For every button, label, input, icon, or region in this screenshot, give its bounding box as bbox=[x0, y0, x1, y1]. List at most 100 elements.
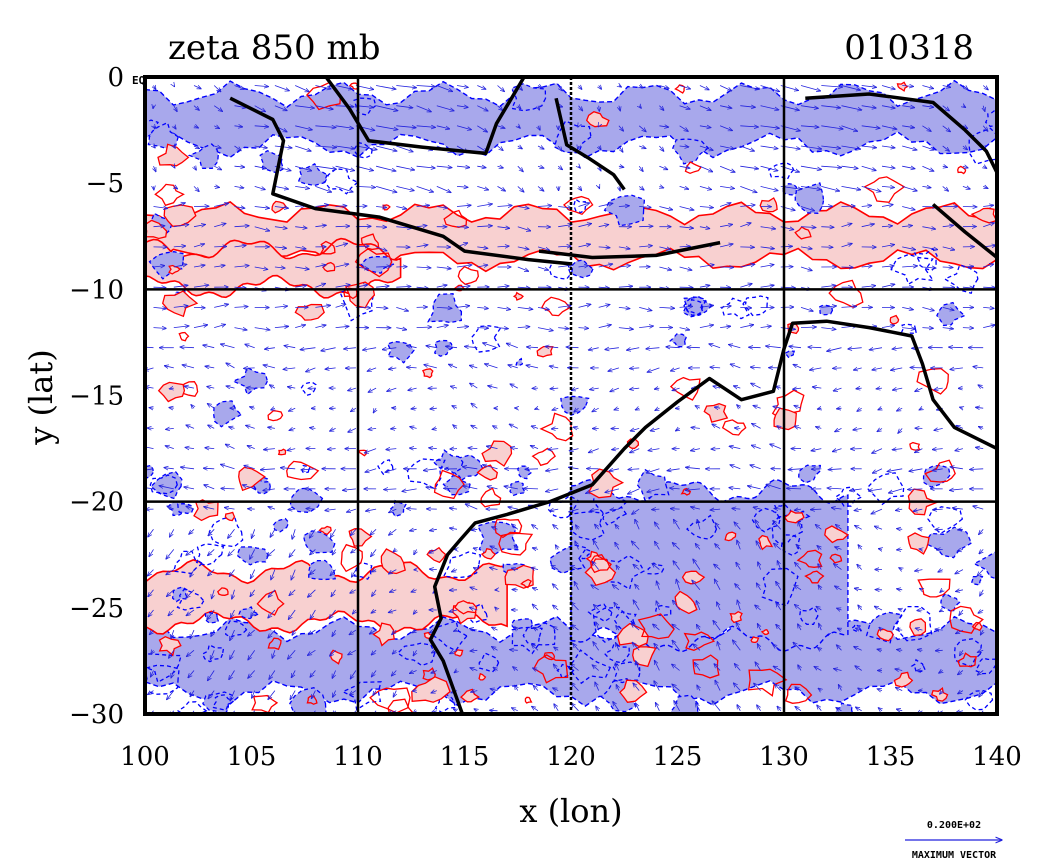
wind-vector bbox=[292, 629, 295, 635]
wind-vector bbox=[371, 549, 377, 556]
wind-vector bbox=[234, 207, 245, 209]
wind-vector bbox=[268, 609, 276, 618]
negative-vorticity-blob bbox=[761, 567, 799, 607]
wind-vector bbox=[551, 565, 559, 570]
positive-vorticity-blob bbox=[916, 367, 949, 395]
wind-vector bbox=[566, 347, 579, 348]
wind-vector bbox=[207, 609, 215, 620]
wind-vector bbox=[508, 365, 518, 369]
wind-vector bbox=[347, 508, 357, 512]
wind-vector bbox=[376, 145, 397, 151]
wind-vector bbox=[295, 247, 306, 249]
wind-vector bbox=[469, 607, 478, 610]
wind-vector bbox=[532, 525, 539, 530]
wind-vector bbox=[532, 644, 539, 651]
wind-vector bbox=[533, 668, 539, 671]
wind-vector bbox=[268, 507, 276, 510]
wind-vector bbox=[571, 703, 579, 712]
positive-vorticity-blob bbox=[796, 549, 823, 568]
negative-vorticity-blob bbox=[145, 464, 154, 480]
wind-vector bbox=[537, 266, 549, 270]
wind-vector bbox=[211, 629, 214, 636]
wind-vector bbox=[436, 267, 451, 269]
positive-vorticity-blob bbox=[277, 448, 287, 456]
positive-vorticity-blob bbox=[286, 460, 320, 481]
negative-vorticity-blob bbox=[211, 694, 235, 711]
wind-vector bbox=[250, 407, 255, 408]
wind-vector bbox=[537, 206, 552, 207]
wind-vector bbox=[350, 590, 357, 593]
wind-vector bbox=[244, 368, 255, 369]
wind-vector bbox=[483, 465, 498, 470]
positive-vorticity-blob bbox=[354, 248, 393, 278]
negative-vorticity-blob bbox=[603, 194, 646, 227]
wind-vector bbox=[517, 226, 531, 231]
x-tick-label: 135 bbox=[866, 742, 916, 772]
wind-vector bbox=[332, 549, 335, 555]
wind-vector bbox=[148, 589, 154, 597]
wind-vector bbox=[493, 667, 497, 670]
wind-vector bbox=[537, 327, 553, 331]
wind-vector bbox=[330, 569, 336, 576]
positive-vorticity-blob bbox=[924, 459, 956, 483]
x-tick-label: 125 bbox=[653, 742, 703, 772]
wind-vector bbox=[436, 207, 448, 209]
wind-vector bbox=[213, 105, 222, 112]
negative-vorticity-blob bbox=[592, 606, 636, 643]
y-tick-label: −5 bbox=[86, 169, 124, 199]
wind-vector bbox=[229, 569, 235, 577]
wind-vector bbox=[493, 426, 498, 429]
wind-vector bbox=[208, 425, 215, 428]
wind-vector bbox=[193, 186, 199, 191]
negative-vorticity-blob bbox=[547, 494, 580, 519]
wind-vector bbox=[592, 561, 600, 570]
wind-vector bbox=[351, 549, 357, 553]
wind-vector bbox=[396, 328, 406, 330]
wind-vector bbox=[590, 509, 599, 511]
wind-vector bbox=[292, 529, 296, 539]
wind-vector bbox=[315, 305, 330, 307]
wind-vector bbox=[579, 186, 582, 190]
positive-vorticity-blob bbox=[422, 368, 434, 379]
wind-vector bbox=[412, 691, 416, 692]
wind-vector bbox=[272, 650, 275, 658]
wind-vector bbox=[295, 186, 309, 188]
wind-vector bbox=[330, 529, 336, 537]
wind-vector bbox=[368, 428, 377, 429]
wind-vector bbox=[558, 246, 571, 247]
wind-vector bbox=[246, 425, 255, 428]
date-label: 010318 bbox=[844, 28, 974, 68]
wind-vector bbox=[366, 509, 377, 511]
wind-vector bbox=[456, 86, 468, 88]
wind-vector bbox=[449, 508, 458, 509]
wind-vector bbox=[214, 223, 226, 228]
wind-vector bbox=[173, 264, 187, 268]
wind-vector bbox=[734, 428, 741, 429]
positive-vorticity-blob bbox=[692, 654, 720, 679]
wind-vector bbox=[193, 86, 201, 89]
wind-vector bbox=[531, 426, 539, 428]
wind-vector bbox=[230, 629, 235, 641]
wind-vector bbox=[575, 541, 579, 550]
negative-vorticity-blob bbox=[900, 323, 918, 337]
wind-vector bbox=[558, 225, 572, 227]
positive-vorticity-blob bbox=[494, 518, 523, 539]
wind-vector bbox=[271, 408, 275, 410]
wind-vector bbox=[269, 385, 276, 388]
wind-vector bbox=[590, 388, 599, 390]
negative-vorticity-blob bbox=[176, 588, 205, 611]
positive-vorticity-blob bbox=[178, 331, 190, 342]
wind-vector bbox=[263, 365, 275, 369]
wind-vector bbox=[591, 585, 599, 591]
wind-vector bbox=[578, 126, 579, 127]
wind-vector bbox=[153, 207, 168, 209]
wind-vector bbox=[149, 549, 154, 556]
wind-vector bbox=[578, 244, 591, 247]
positive-vorticity-blob bbox=[476, 464, 499, 481]
positive-vorticity-blob bbox=[674, 84, 686, 94]
wind-vector bbox=[208, 690, 215, 699]
negative-vorticity-blob bbox=[149, 474, 178, 495]
wind-vector bbox=[477, 105, 488, 111]
wind-vector bbox=[182, 365, 195, 369]
wind-vector bbox=[371, 670, 377, 677]
